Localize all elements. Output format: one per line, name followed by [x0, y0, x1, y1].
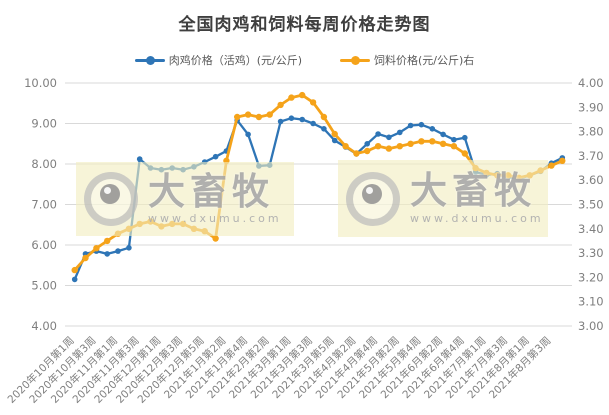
svg-text:3.40: 3.40: [578, 222, 604, 236]
gridlines: [65, 82, 572, 327]
svg-text:3.70: 3.70: [578, 149, 604, 163]
svg-text:3.60: 3.60: [578, 173, 604, 187]
chart-title: 全国肉鸡和饲料每周价格走势图: [178, 15, 431, 35]
x-axis-ticks: 2020年10月第1周2020年10月第3周2020年11月第1周2020年11…: [5, 334, 554, 406]
legend-label-feed-price: 饲料价格(元/公斤)右: [374, 54, 475, 67]
left-axis-ticks: 10.00 9.00 8.00 7.00 6.00 5.00 4.00: [24, 76, 57, 333]
svg-text:3.20: 3.20: [578, 270, 604, 284]
chart-legend: 肉鸡价格（活鸡）(元/公斤) 饲料价格(元/公斤)右: [0, 52, 609, 68]
svg-text:3.80: 3.80: [578, 125, 604, 139]
svg-text:3.90: 3.90: [578, 100, 604, 114]
svg-text:8.00: 8.00: [31, 157, 57, 171]
svg-text:7.00: 7.00: [31, 198, 57, 212]
legend-item-feed-price[interactable]: 饲料价格(元/公斤)右: [340, 52, 474, 68]
line-marker-icon: [134, 55, 165, 65]
svg-text:4.00: 4.00: [31, 319, 57, 333]
chicken-price-series: [71, 115, 566, 283]
legend-item-chicken-price[interactable]: 肉鸡价格（活鸡）(元/公斤): [134, 52, 302, 68]
svg-text:3.00: 3.00: [578, 319, 604, 333]
svg-text:9.00: 9.00: [31, 117, 57, 131]
svg-text:3.30: 3.30: [578, 246, 604, 260]
svg-text:4.00: 4.00: [578, 76, 604, 90]
svg-text:5.00: 5.00: [31, 279, 57, 293]
feed-price-series: [71, 91, 566, 274]
line-marker-icon: [340, 55, 370, 65]
svg-text:10.00: 10.00: [24, 76, 57, 90]
svg-text:6.00: 6.00: [31, 238, 57, 252]
svg-text:3.10: 3.10: [578, 295, 604, 309]
legend-label-chicken-price: 肉鸡价格（活鸡）(元/公斤): [168, 54, 302, 67]
right-axis-ticks: 4.00 3.90 3.80 3.70 3.60 3.50 3.40 3.30 3.20 3.10…: [578, 76, 604, 333]
svg-text:3.50: 3.50: [578, 198, 604, 212]
